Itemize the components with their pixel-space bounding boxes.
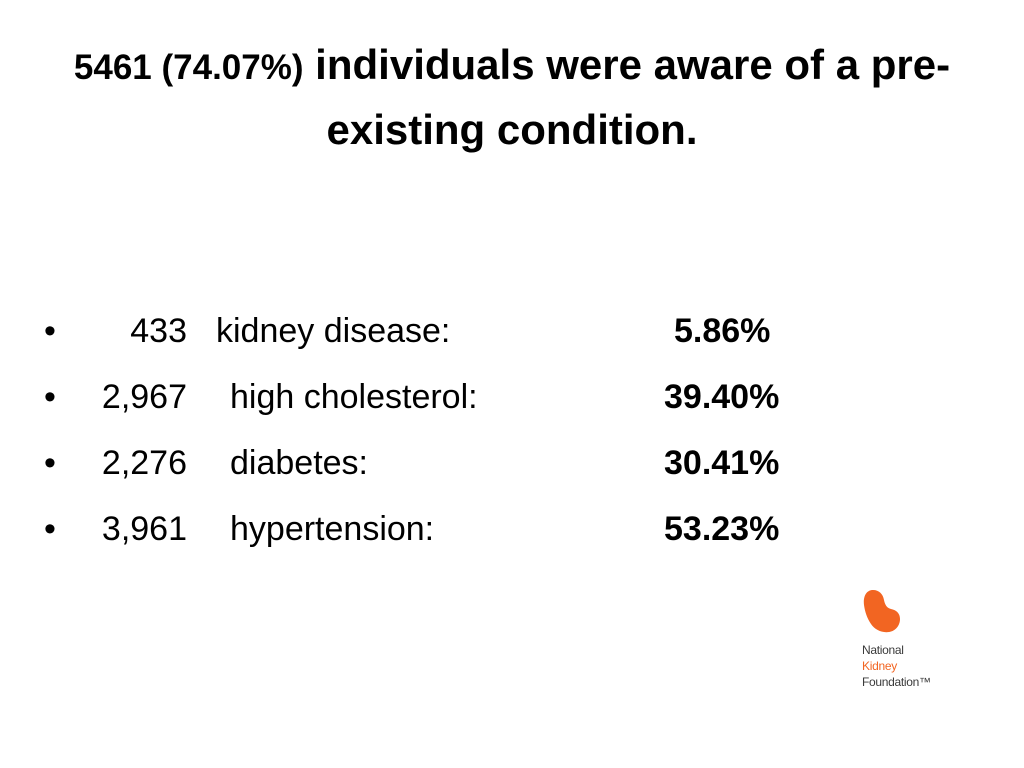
kidney-icon [863, 590, 900, 633]
item-label: high cholesterol: [230, 378, 478, 416]
bullet-dot-icon: • [44, 510, 56, 548]
item-count: 3,961 [101, 510, 187, 548]
logo-line-kidney: Kidney [862, 659, 897, 673]
logo-line-foundation: Foundation™ [862, 675, 931, 689]
logo-line-national: National [862, 643, 904, 657]
item-count: 2,276 [101, 444, 187, 482]
bullet-dot-icon: • [44, 312, 56, 350]
item-count: 433 [130, 312, 187, 350]
slide-title: 5461 (74.07%) individuals were aware of … [40, 34, 984, 161]
item-percent: 30.41% [664, 444, 780, 482]
item-percent: 53.23% [664, 510, 780, 548]
logo-wordmark: National Kidney Foundation™ [862, 642, 931, 690]
title-lead-figure: 5461 (74.07%) [73, 48, 304, 87]
item-percent: 39.40% [664, 378, 780, 416]
national-kidney-foundation-logo: National Kidney Foundation™ [862, 588, 952, 698]
item-label: hypertension: [230, 510, 435, 548]
bullet-dot-icon: • [44, 378, 56, 416]
item-percent: 5.86% [674, 312, 771, 350]
item-count: 2,967 [101, 378, 187, 416]
kidney-icon-shape [863, 590, 900, 633]
item-label: diabetes: [230, 444, 368, 482]
bullet-dot-icon: • [44, 444, 56, 482]
item-label: kidney disease: [216, 312, 451, 350]
title-rest: individuals were aware of a pre-existing… [303, 41, 951, 153]
